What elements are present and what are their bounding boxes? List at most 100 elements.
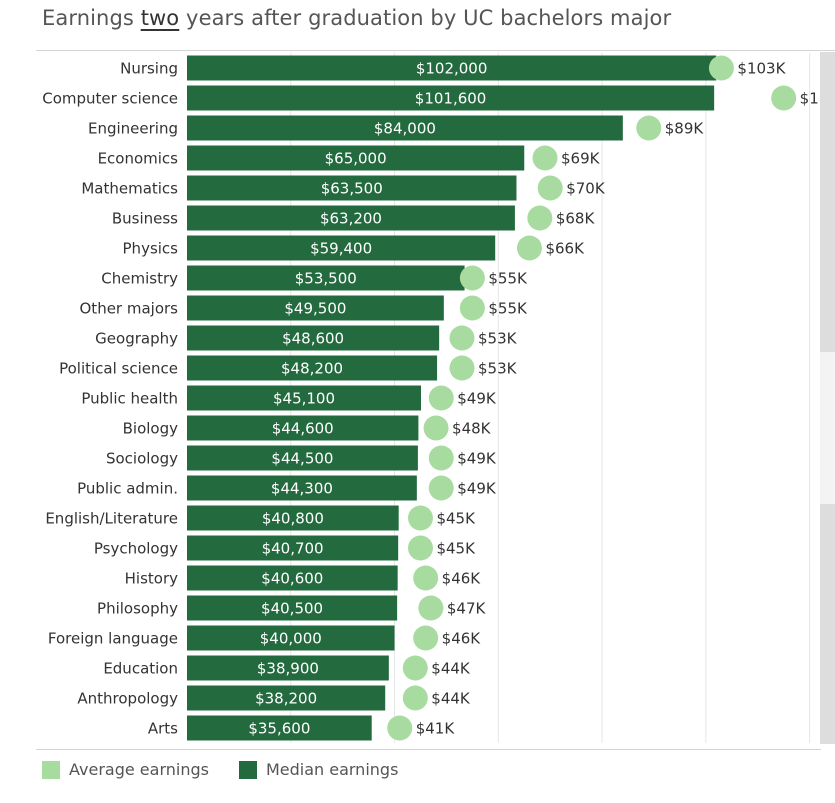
average-value-label: $49K (457, 450, 497, 468)
median-bar[interactable] (187, 475, 417, 501)
average-dot[interactable] (413, 565, 439, 591)
average-dot[interactable] (537, 175, 563, 201)
average-dot[interactable] (516, 235, 542, 261)
median-bar[interactable] (187, 115, 623, 141)
median-bar[interactable] (187, 295, 444, 321)
average-dot[interactable] (771, 85, 797, 111)
median-bar[interactable] (187, 625, 395, 651)
median-bar[interactable] (187, 415, 419, 441)
median-value-label: $44,500 (271, 450, 333, 468)
average-dot[interactable] (407, 505, 433, 531)
chart-row[interactable]: Computer science$101,600$115K (42, 85, 835, 111)
median-bar[interactable] (187, 595, 398, 621)
chart-row[interactable]: Nursing $102,000 $103K (120, 55, 787, 81)
average-value-label: $49K (457, 390, 497, 408)
median-bar[interactable] (187, 235, 496, 261)
average-dot[interactable] (407, 535, 433, 561)
median-bar[interactable] (187, 55, 717, 81)
average-value-label: $41K (416, 720, 456, 738)
chart-row[interactable]: Political science $48,200 $53K (59, 355, 518, 381)
median-bar[interactable] (187, 385, 422, 411)
chart-row[interactable]: Chemistry $53,500 $55K (101, 265, 528, 291)
chart-row[interactable]: Other majors $49,500 $55K (80, 295, 528, 321)
median-bar[interactable] (187, 685, 386, 711)
average-dot[interactable] (428, 445, 454, 471)
average-dot[interactable] (527, 205, 553, 231)
average-dot[interactable] (532, 145, 558, 171)
chart-row[interactable]: Psychology $40,700 $45K (94, 535, 476, 561)
category-label: Public admin. (77, 480, 178, 498)
chart-row[interactable]: Economics $65,000 $69K (98, 145, 601, 171)
category-label: Biology (123, 420, 179, 438)
chart-row[interactable]: Biology $44,600 $48K (123, 415, 492, 441)
median-bar[interactable] (187, 715, 372, 741)
average-dot[interactable] (387, 715, 413, 741)
scrollbar-lower-thumb[interactable] (820, 504, 835, 744)
average-dot[interactable] (423, 415, 449, 441)
legend-item-median[interactable]: Median earnings (238, 760, 398, 779)
median-value-label: $40,000 (260, 630, 322, 648)
chart-row[interactable]: Engineering $84,000 $89K (88, 115, 704, 141)
category-label: Business (112, 210, 178, 228)
scrollbar-thumb[interactable] (820, 52, 835, 352)
median-value-label: $44,300 (271, 480, 333, 498)
median-bar[interactable] (187, 145, 525, 171)
median-bar[interactable] (187, 265, 465, 291)
median-bar[interactable] (187, 505, 399, 531)
legend-swatch-median (238, 760, 257, 779)
average-dot[interactable] (449, 355, 475, 381)
chart-row[interactable]: Mathematics $63,500 $70K (81, 175, 606, 201)
average-dot[interactable] (418, 595, 444, 621)
median-bar[interactable] (187, 175, 517, 201)
category-label: Physics (123, 240, 179, 258)
chart-row[interactable]: English/Literature $40,800 $45K (45, 505, 476, 531)
median-bar[interactable] (187, 445, 418, 471)
category-label: Computer science (42, 90, 178, 108)
average-value-label: $68K (556, 210, 596, 228)
average-dot[interactable] (428, 385, 454, 411)
chart-scrollbar[interactable] (820, 52, 835, 744)
chart-row[interactable]: Physics $59,400 $66K (123, 235, 586, 261)
category-label: Mathematics (81, 180, 178, 198)
median-bar[interactable] (187, 655, 389, 681)
chart-row[interactable]: Geography $48,600 $53K (95, 325, 518, 351)
average-dot[interactable] (636, 115, 662, 141)
median-bar[interactable] (187, 205, 515, 231)
average-dot[interactable] (428, 475, 454, 501)
chart-row[interactable]: History $40,600 $46K (125, 565, 482, 591)
average-dot[interactable] (449, 325, 475, 351)
median-bar[interactable] (187, 85, 715, 111)
average-dot[interactable] (708, 55, 734, 81)
average-dot[interactable] (459, 265, 485, 291)
chart-row[interactable]: Sociology $44,500 $49K (106, 445, 497, 471)
average-dot[interactable] (459, 295, 485, 321)
median-value-label: $101,600 (415, 90, 487, 108)
median-bar[interactable] (187, 565, 398, 591)
average-dot[interactable] (413, 625, 439, 651)
earnings-chart: Nursing $102,000 $103K Computer science $101… (42, 53, 835, 743)
chart-row[interactable]: Public health $45,100 $49K (81, 385, 497, 411)
median-bar[interactable] (187, 325, 440, 351)
average-value-label: $44K (431, 690, 471, 708)
legend-item-average[interactable]: Average earnings (42, 760, 209, 779)
average-value-label: $45K (436, 510, 476, 528)
legend-swatch-average (42, 760, 60, 779)
chart-row[interactable]: Anthropology $38,200 $44K (77, 685, 471, 711)
average-dot[interactable] (402, 685, 428, 711)
chart-legend: Average earnings Median earnings (42, 760, 428, 779)
median-value-label: $102,000 (416, 60, 488, 78)
chart-row[interactable]: Public admin. $44,300 $49K (77, 475, 497, 501)
median-bar[interactable] (187, 355, 438, 381)
chart-row[interactable]: Arts $35,600 $41K (148, 715, 456, 741)
median-bar[interactable] (187, 535, 399, 561)
chart-row[interactable]: Business $63,200 $68K (112, 205, 596, 231)
category-label: Political science (59, 360, 178, 378)
category-label: History (125, 570, 178, 588)
chart-row[interactable]: Philosophy $40,500 $47K (97, 595, 486, 621)
chart-title: Earnings two years after graduation by U… (42, 6, 671, 30)
category-label: Public health (81, 390, 178, 408)
average-dot[interactable] (402, 655, 428, 681)
category-label: Economics (98, 150, 179, 168)
chart-row[interactable]: Education $38,900 $44K (103, 655, 471, 681)
chart-row[interactable]: Foreign language $40,000 $46K (48, 625, 481, 651)
